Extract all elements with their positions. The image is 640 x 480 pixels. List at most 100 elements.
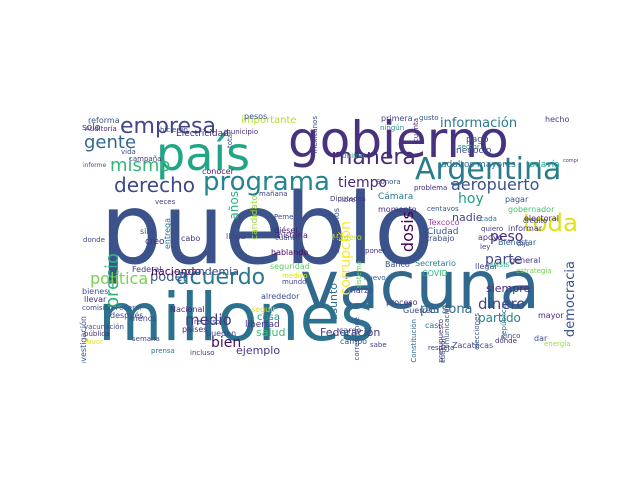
cloud-word: manera [331,145,416,170]
cloud-word: cosa [257,312,280,323]
cloud-word: millones [98,279,375,356]
cloud-word: salud [256,326,286,339]
cloud-word: general [510,256,541,265]
cloud-word: Constitución [410,319,418,363]
cloud-word: política [90,269,149,288]
cloud-word: informe [83,162,107,169]
cloud-word: campo [340,337,368,346]
cloud-word: pesos [244,113,268,121]
cloud-word: veces [155,198,176,206]
word-cloud: pueblo millones vacuna gobierno país Argentin… [78,113,578,363]
cloud-word: bienes [82,287,109,296]
cloud-word: información [440,116,518,131]
cloud-word: pública [84,330,110,338]
cloud-word: mañana [259,190,288,198]
cloud-word: haciendo [151,265,202,278]
cloud-word: libertad [245,320,280,330]
cloud-word: presupuesto [437,319,445,363]
cloud-word: Texcoco [428,218,460,227]
cloud-word: programa [203,167,330,197]
cloud-word: importante [241,115,297,126]
cloud-word: aeropuerto [451,175,540,194]
cloud-word: empresa [120,114,216,139]
cloud-word: persona [420,302,473,317]
cloud-word: crisis [489,260,510,269]
cloud-word: democracia [563,261,578,338]
cloud-word: momento [378,205,417,214]
cloud-word: mexicanos [311,116,319,154]
cloud-word: República [500,305,508,340]
cloud-word: Bienestar [498,238,537,247]
cloud-word: dosis [398,211,417,253]
cloud-word: energía [544,340,571,348]
cloud-word: diésel [274,226,298,235]
cloud-word: proceso [386,298,418,307]
cloud-word: mismo [110,155,171,176]
cloud-word: primera [381,114,413,123]
cloud-word: libre [340,196,356,204]
cloud-word: pago [466,135,489,145]
cloud-word: llegar [475,262,498,271]
cloud-word: cada [480,215,497,223]
cloud-word: ningún [380,124,405,132]
cloud-word: total [226,132,234,149]
cloud-word: compromiso [563,158,578,164]
cloud-word: alrededor [261,292,300,301]
cloud-word: pagar [505,195,529,204]
cloud-word: países [182,325,208,334]
cloud-word: trabajo [426,234,455,243]
cloud-word: estrategia [516,267,552,275]
cloud-word: apoyo [478,233,503,242]
cloud-word: llevar [84,295,107,304]
cloud-word: ley [480,243,491,251]
cloud-word: comisión Federal [82,304,142,312]
cloud-word: reforma [88,116,120,125]
cloud-word: entrega [163,218,172,250]
cloud-word: cinco [502,332,521,340]
cloud-word: Argentina [415,152,562,187]
cloud-word: candidato [250,195,260,240]
cloud-word: historia [278,231,308,240]
cloud-word: Auditoría [85,125,117,133]
cloud-word: Ciudad [427,227,459,237]
cloud-word: sino [140,227,157,236]
cloud-word: Diputados [330,195,366,203]
cloud-word: cabo [181,234,201,243]
cloud-word: ejemplo [236,344,281,357]
cloud-word: casi [425,321,441,330]
cloud-word: parte [485,252,523,268]
cloud-word: cuánto [275,234,300,242]
cloud-word: Federación [320,326,381,339]
cloud-word: incluso [190,349,215,357]
cloud-word: derecho [114,173,195,197]
cloud-word: llega [226,232,246,241]
cloud-word: tiempo [338,175,388,191]
cloud-word: país [156,127,251,181]
cloud-word: Zacatecas [452,341,494,350]
cloud-word: médico [282,272,308,280]
cloud-word: creo [145,237,165,247]
cloud-word: Pemex [274,213,298,221]
cloud-word: seguir [251,305,276,314]
cloud-word: partido [478,311,521,325]
cloud-word: ciudadanos [332,208,341,254]
cloud-word: electoral [524,214,559,223]
cloud-word: seguridad [270,262,310,271]
cloud-word: municipio [224,128,259,136]
cloud-word: sistema [355,261,363,289]
cloud-word: mundo [282,278,307,286]
cloud-word: negocio [456,146,492,156]
cloud-word: hecho [545,115,570,124]
cloud-word: Banco [385,260,410,269]
cloud-word: corresponde [353,317,361,361]
cloud-word: mayor [538,311,564,320]
cloud-word: gente [84,132,137,153]
cloud-word: gobernador [508,205,555,214]
cloud-word: recurso [194,318,221,326]
cloud-word: quiero [481,225,504,233]
cloud-word: respeto [428,344,455,352]
cloud-word: Madero [332,233,362,242]
cloud-word: Secretario [415,259,456,268]
cloud-word: hablando [271,248,309,257]
cloud-word: gobierno [288,113,509,169]
